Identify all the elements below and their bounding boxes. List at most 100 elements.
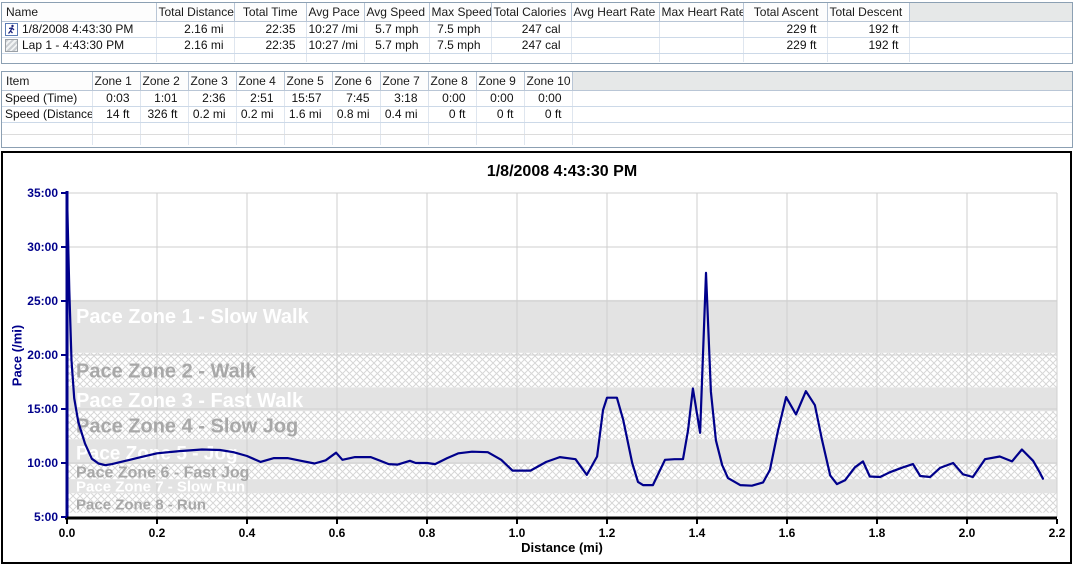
activity-name: 1/8/2008 4:43:30 PM [22,22,134,36]
column-header-zone-3[interactable]: Zone 3 [188,72,237,91]
column-header-zone-1[interactable]: Zone 1 [92,72,141,91]
max-heart-rate-value [659,37,744,54]
y-tick-label: 20:00 [27,348,58,362]
total-calories-value: 247 cal [491,37,572,54]
x-tick-label: 0.2 [149,526,166,540]
column-header-avg-heart-rate[interactable]: Avg Heart Rate [571,3,660,22]
zone-value: 326 ft [140,106,189,123]
avg-pace-value: 10:27 /mi [306,37,365,54]
column-header-item[interactable]: Item [2,72,93,91]
x-tick-label: 1.6 [779,526,796,540]
zone-value: 0 ft [428,106,477,123]
y-tick-label: 10:00 [27,456,58,470]
x-tick-label: 1.2 [599,526,616,540]
pace-zone-band [67,493,1057,513]
column-header-avg-speed[interactable]: Avg Speed [364,3,430,22]
column-header-max-speed[interactable]: Max Speed [429,3,492,22]
column-header-zone-10[interactable]: Zone 10 [524,72,573,91]
speed-distance-row[interactable]: Speed (Distance) 14 ft 326 ft 0.2 mi 0.2… [2,106,1072,123]
row-filler [909,37,1072,54]
zone-value: 0:03 [92,90,141,107]
max-heart-rate-value [659,21,744,38]
pace-zone-band [67,352,1057,388]
pace-line-series [65,191,1045,487]
lap-row[interactable]: Lap 1 - 4:43:30 PM 2.16 mi 22:35 10:27 /… [2,37,1072,54]
column-header-zone-8[interactable]: Zone 8 [428,72,477,91]
lap-name: Lap 1 - 4:43:30 PM [22,38,125,52]
max-speed-value: 7.5 mph [429,21,492,38]
total-ascent-value: 229 ft [743,37,828,54]
x-tick-label: 1.4 [689,526,706,540]
header-filler [909,3,1072,22]
zones-header-row: Item Zone 1 Zone 2 Zone 3 Zone 4 Zone 5 … [2,72,1072,91]
chart-title: 1/8/2008 4:43:30 PM [486,163,638,180]
total-descent-value: 192 ft [827,37,910,54]
zone-value: 15:57 [284,90,333,107]
x-tick-label: 0.0 [59,526,76,540]
column-header-zone-6[interactable]: Zone 6 [332,72,381,91]
x-tick-label: 0.6 [329,526,346,540]
lap-name-cell: Lap 1 - 4:43:30 PM [2,37,157,54]
y-tick-label: 5:00 [34,510,58,524]
zone-value: 2:36 [188,90,237,107]
lap-icon [5,38,18,52]
y-tick-label: 25:00 [27,294,58,308]
row-label: Speed (Distance) [2,106,93,123]
zone-value: 3:18 [380,90,429,107]
empty-row [2,134,1072,145]
total-ascent-value: 229 ft [743,21,828,38]
zone-band-label: Pace Zone 1 - Slow Walk [76,306,310,328]
pace-chart-canvas: Pace Zone 1 - Slow Walk Pace Zone 2 - Wal… [27,186,1066,540]
column-header-zone-4[interactable]: Zone 4 [236,72,285,91]
pace-zone-band [67,479,1057,494]
zone-band-label: Pace Zone 6 - Fast Jog [76,464,249,481]
x-tick-label: 1.8 [869,526,886,540]
column-header-zone-5[interactable]: Zone 5 [284,72,333,91]
total-distance-value: 2.16 mi [156,37,235,54]
zone-value: 14 ft [92,106,141,123]
column-header-total-distance[interactable]: Total Distance [156,3,235,22]
activity-summary-table: Name Total Distance Total Time Avg Pace … [2,3,1072,62]
zone-band-label: Pace Zone 3 - Fast Walk [76,390,304,412]
activity-row[interactable]: 1/8/2008 4:43:30 PM 2.16 mi 22:35 10:27 … [2,21,1072,38]
activity-summary-panel: Name Total Distance Total Time Avg Pace … [1,2,1073,64]
zone-value: 0 ft [524,106,573,123]
column-header-avg-pace[interactable]: Avg Pace [306,3,365,22]
avg-speed-value: 5.7 mph [364,21,430,38]
pace-zone-band [67,299,1057,353]
total-distance-value: 2.16 mi [156,21,235,38]
x-tick-label: 2.2 [1049,526,1066,540]
total-descent-value: 192 ft [827,21,910,38]
row-filler [572,106,1072,123]
zone-band-label: Pace Zone 4 - Slow Jog [76,415,298,437]
column-header-name[interactable]: Name [2,3,157,22]
column-header-total-ascent[interactable]: Total Ascent [743,3,828,22]
column-header-zone-9[interactable]: Zone 9 [476,72,525,91]
zone-band-label: Pace Zone 8 - Run [76,496,206,513]
zone-value: 0:00 [524,90,573,107]
column-header-max-heart-rate[interactable]: Max Heart Rate [659,3,744,22]
column-header-total-calories[interactable]: Total Calories [491,3,572,22]
zone-band-label: Pace Zone 7 - Slow Run [76,479,245,496]
zone-band-label: Pace Zone 2 - Walk [76,360,257,382]
speed-time-row[interactable]: Speed (Time) 0:03 1:01 2:36 2:51 15:57 7… [2,90,1072,107]
zone-value: 0:00 [476,90,525,107]
summary-header-row: Name Total Distance Total Time Avg Pace … [2,3,1072,22]
speed-zones-table: Item Zone 1 Zone 2 Zone 3 Zone 4 Zone 5 … [2,72,1072,145]
column-header-total-time[interactable]: Total Time [234,3,307,22]
y-tick-label: 35:00 [27,186,58,200]
column-header-zone-7[interactable]: Zone 7 [380,72,429,91]
zone-value: 1.6 mi [284,106,333,123]
column-header-zone-2[interactable]: Zone 2 [140,72,189,91]
y-tick-label: 15:00 [27,402,58,416]
x-axis-title: Distance (mi) [521,540,603,555]
total-time-value: 22:35 [234,37,307,54]
zone-value: 0 ft [476,106,525,123]
pace-zone-band [67,464,1057,480]
pace-zone-band [67,387,1057,412]
column-header-total-descent[interactable]: Total Descent [827,3,910,22]
speed-zones-panel: Item Zone 1 Zone 2 Zone 3 Zone 4 Zone 5 … [1,71,1073,148]
zone-value: 0:00 [428,90,477,107]
avg-speed-value: 5.7 mph [364,37,430,54]
